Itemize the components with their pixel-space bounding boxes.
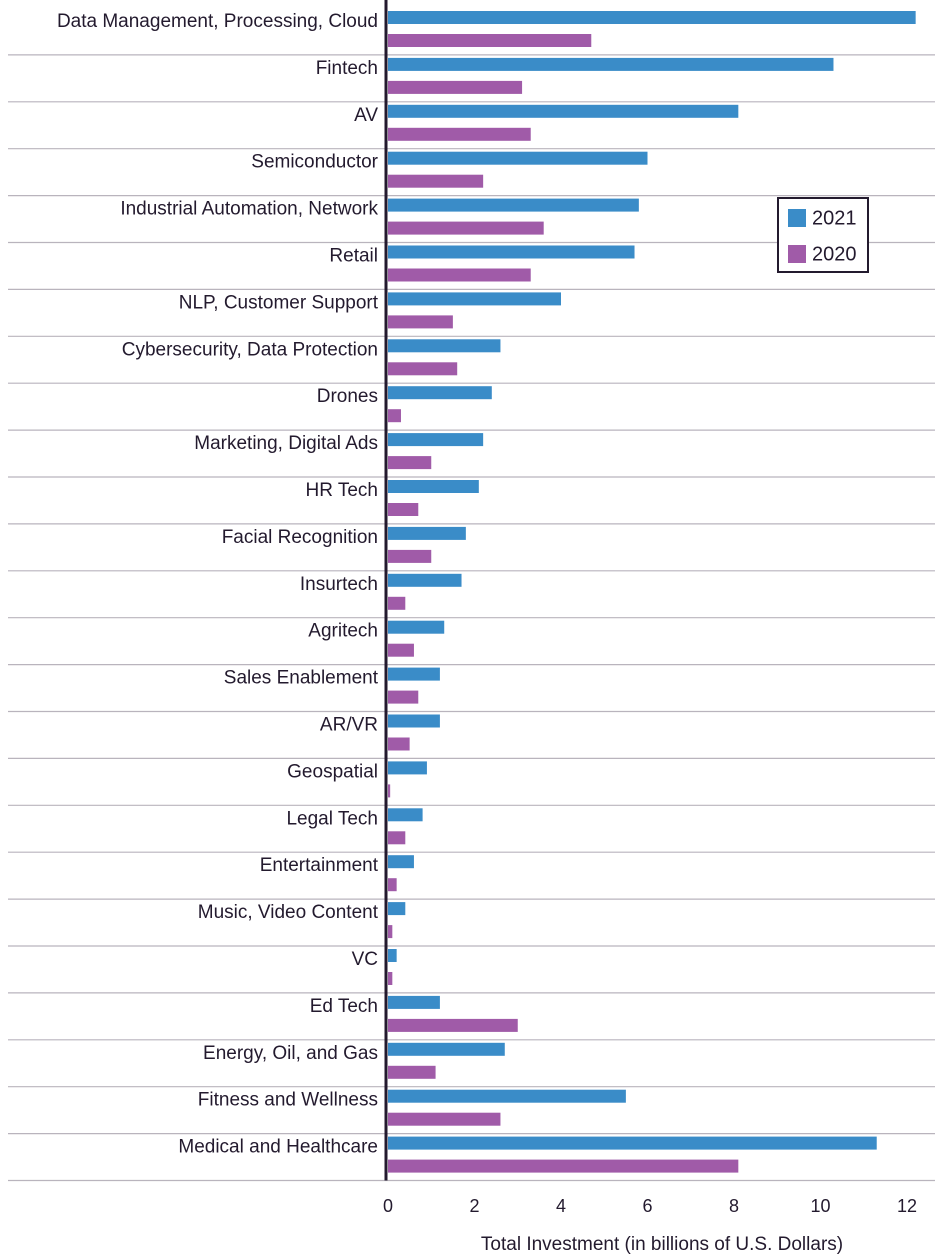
y-tick-label: Sales Enablement	[224, 668, 379, 689]
bar	[388, 1042, 505, 1056]
x-tick-label: 8	[729, 1196, 739, 1216]
y-tick-label: Industrial Automation, Network	[120, 199, 378, 220]
bar	[388, 11, 916, 24]
y-tick-label: AR/VR	[320, 715, 378, 736]
bar	[388, 386, 492, 400]
y-tick-label: Entertainment	[260, 855, 379, 876]
bar	[388, 949, 397, 962]
y-tick-label: Semiconductor	[251, 152, 378, 173]
y-tick-label: Cybersecurity, Data Protection	[122, 339, 378, 360]
bar	[388, 995, 440, 1009]
bar	[388, 80, 523, 94]
y-tick-label: Fintech	[316, 58, 378, 79]
bar	[388, 737, 410, 751]
bar	[388, 620, 445, 634]
bar	[388, 1065, 436, 1079]
bar	[388, 690, 419, 704]
x-tick-label: 0	[383, 1196, 393, 1216]
bar	[388, 573, 462, 587]
legend-swatch	[788, 245, 806, 263]
x-axis-title: Total Investment (in billions of U.S. Do…	[481, 1234, 843, 1255]
bar	[388, 1159, 739, 1173]
legend-label: 2021	[812, 207, 857, 229]
y-tick-label: AV	[354, 105, 378, 126]
bar	[388, 714, 440, 728]
bar	[388, 549, 432, 563]
bar	[388, 433, 484, 447]
y-tick-label: Insurtech	[300, 574, 378, 595]
bar	[388, 1112, 501, 1126]
bar	[388, 761, 427, 775]
bar	[388, 174, 484, 188]
bar	[388, 526, 466, 540]
x-tick-label: 6	[642, 1196, 652, 1216]
y-tick-label: Marketing, Digital Ads	[194, 433, 378, 454]
bar	[388, 878, 397, 892]
bar	[388, 667, 440, 681]
bar	[388, 198, 639, 212]
y-tick-label: Drones	[317, 386, 378, 407]
y-tick-label: Data Management, Processing, Cloud	[57, 11, 378, 32]
bar	[388, 245, 635, 259]
x-tick-label: 12	[897, 1196, 917, 1216]
bar	[388, 643, 414, 657]
y-tick-label: VC	[352, 949, 378, 970]
legend-swatch	[788, 209, 806, 227]
bar	[388, 480, 479, 493]
y-tick-label: Facial Recognition	[222, 527, 378, 548]
y-tick-label: Ed Tech	[310, 996, 378, 1017]
bar	[388, 292, 561, 306]
bar	[388, 596, 406, 610]
y-tick-label: Retail	[329, 246, 378, 267]
bar	[388, 409, 401, 423]
bar	[388, 902, 406, 916]
bar	[388, 268, 531, 282]
bar	[388, 362, 458, 376]
bar	[388, 784, 391, 798]
y-tick-label: Energy, Oil, and Gas	[203, 1043, 378, 1064]
y-tick-label: Legal Tech	[286, 808, 378, 829]
x-tick-label: 4	[556, 1196, 566, 1216]
bar	[388, 456, 432, 470]
bar	[388, 104, 739, 118]
bar	[388, 339, 501, 353]
y-tick-label: Geospatial	[287, 761, 378, 782]
bar	[388, 808, 423, 822]
bar	[388, 127, 531, 141]
bar	[388, 855, 414, 869]
bar	[388, 221, 544, 235]
bar	[388, 925, 393, 939]
x-tick-label: 10	[810, 1196, 830, 1216]
bar	[388, 972, 393, 985]
legend-label: 2020	[812, 243, 857, 265]
y-tick-label: NLP, Customer Support	[179, 292, 379, 313]
bar	[388, 1136, 877, 1150]
bar	[388, 831, 406, 845]
bar	[388, 151, 648, 165]
bar	[388, 1089, 626, 1103]
y-tick-label: HR Tech	[305, 480, 378, 501]
y-tick-label: Agritech	[308, 621, 378, 642]
x-tick-label: 2	[469, 1196, 479, 1216]
y-tick-label: Fitness and Wellness	[198, 1090, 378, 1111]
bar	[388, 1018, 518, 1032]
bar	[388, 57, 834, 71]
bar	[388, 503, 419, 516]
bar	[388, 315, 453, 329]
y-tick-label: Medical and Healthcare	[178, 1137, 378, 1158]
bar	[388, 34, 592, 47]
y-tick-label: Music, Video Content	[198, 902, 379, 923]
